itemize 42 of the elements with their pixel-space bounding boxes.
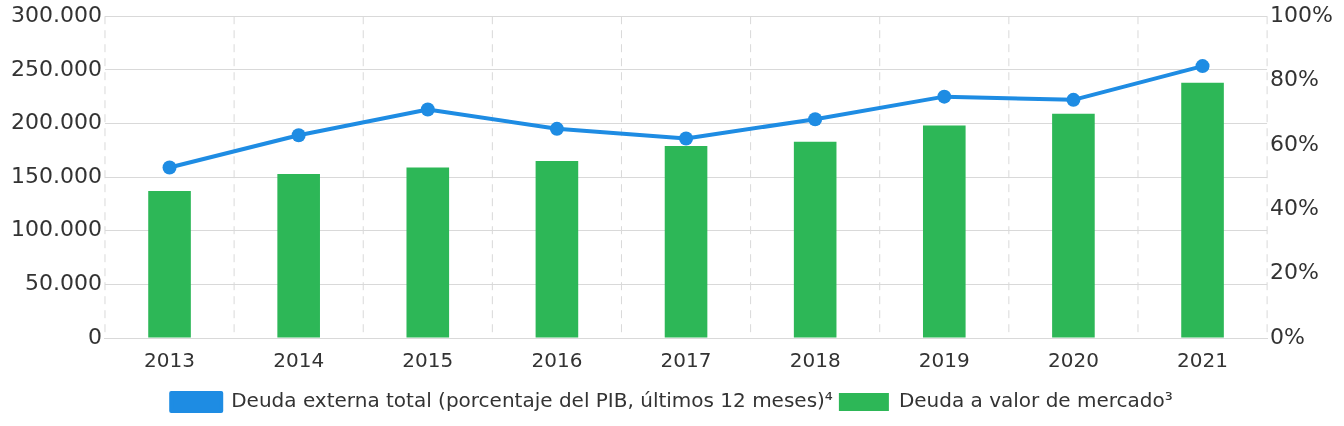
y2-tick-label: 0% bbox=[1270, 323, 1306, 349]
bar bbox=[406, 167, 450, 338]
y2-tick-label: 100% bbox=[1270, 1, 1334, 27]
x-tick-label: 2020 bbox=[1047, 348, 1099, 373]
x-tick-label: 2014 bbox=[273, 348, 325, 373]
bar bbox=[535, 161, 579, 338]
x-tick-label: 2018 bbox=[789, 348, 841, 373]
x-tick-label: 2019 bbox=[918, 348, 970, 373]
bar bbox=[922, 125, 966, 338]
bar bbox=[664, 145, 708, 338]
legend-label: Deuda a valor de mercado³ bbox=[898, 388, 1173, 413]
point bbox=[291, 128, 306, 143]
point bbox=[1195, 59, 1210, 74]
x-tick-label: 2021 bbox=[1177, 348, 1228, 373]
point bbox=[549, 121, 564, 136]
point bbox=[420, 102, 435, 117]
point bbox=[679, 131, 694, 146]
y2-tick-label: 20% bbox=[1270, 259, 1320, 285]
y-tick-label: 100.000 bbox=[10, 216, 102, 242]
point bbox=[1066, 92, 1081, 107]
x-tick-label: 2016 bbox=[531, 348, 583, 373]
y-tick-label: 0 bbox=[87, 323, 102, 349]
y2-tick-label: 80% bbox=[1270, 66, 1320, 92]
x-tick-label: 2017 bbox=[660, 348, 712, 373]
bar bbox=[148, 191, 191, 338]
y2-tick-label: 40% bbox=[1270, 195, 1320, 220]
point bbox=[808, 112, 823, 127]
y-tick-label: 200.000 bbox=[10, 109, 102, 135]
y-tick-label: 250.000 bbox=[10, 55, 102, 81]
bar bbox=[1181, 82, 1224, 338]
y2-tick-label: 60% bbox=[1270, 130, 1320, 156]
y-tick-label: 300.000 bbox=[10, 1, 102, 27]
bar bbox=[1052, 113, 1095, 338]
point bbox=[937, 89, 952, 104]
y-tick-label: 150.000 bbox=[10, 162, 102, 188]
point bbox=[162, 160, 177, 175]
x-tick-label: 2015 bbox=[402, 348, 454, 373]
bar bbox=[277, 173, 320, 338]
legend-label: Deuda externa total (porcentaje del PIB, últimos 12 meses)⁴ bbox=[231, 388, 833, 413]
x-tick-label: 2013 bbox=[144, 348, 195, 373]
bar bbox=[793, 141, 837, 338]
y-tick-label: 50.000 bbox=[24, 270, 102, 296]
